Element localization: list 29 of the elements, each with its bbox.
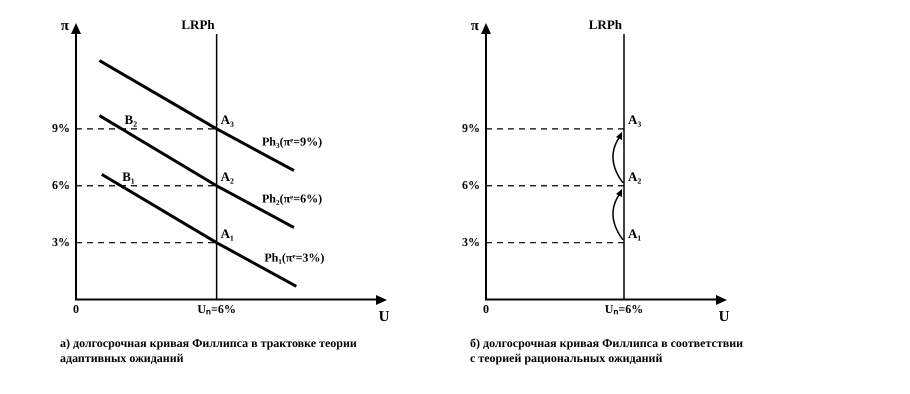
series-label: Ph₁(πᵉ=3%) [264, 250, 324, 264]
annotation: A₂ [628, 169, 642, 184]
ref-line-label: LRPh [181, 16, 216, 32]
x-tick-label: 0 [73, 302, 79, 316]
x-axis-title: U [718, 308, 730, 325]
annotation: A₁ [220, 226, 234, 242]
y-tick-label: 9% [462, 120, 480, 135]
text: а) долгосрочная кривая Филлипса в трактовке теории адаптивных ожиданий [59, 336, 358, 366]
annotation: A₃ [220, 112, 234, 128]
y-tick-label: 3% [52, 234, 70, 249]
y-tick-label: 9% [52, 120, 70, 135]
x-tick-label: 0 [483, 302, 489, 316]
annotation: B₁ [122, 169, 135, 184]
y-tick-label: 6% [462, 178, 480, 192]
annotation: A₂ [220, 169, 234, 184]
text: б) долгосрочная кривая Филлипса в соответствии с теорией рациональных ожиданий [469, 336, 744, 366]
annotation: A₃ [628, 112, 642, 128]
series-label: Ph₃(πᵉ=9%) [262, 134, 322, 149]
y-axis-title: π [60, 18, 70, 34]
y-tick-label: 6% [52, 178, 70, 192]
x-axis-title: U [378, 308, 390, 325]
x-tick-label: Uₙ=6% [604, 302, 644, 316]
annotation: B₂ [124, 112, 138, 128]
series-label: Ph₂(πᵉ=6%) [262, 192, 322, 206]
annotation: A₁ [628, 226, 642, 242]
y-tick-label: 3% [462, 234, 480, 249]
x-tick-label: Uₙ=6% [197, 302, 236, 316]
ref-line-label: LRPh [588, 16, 623, 32]
y-axis-title: π [470, 18, 480, 34]
